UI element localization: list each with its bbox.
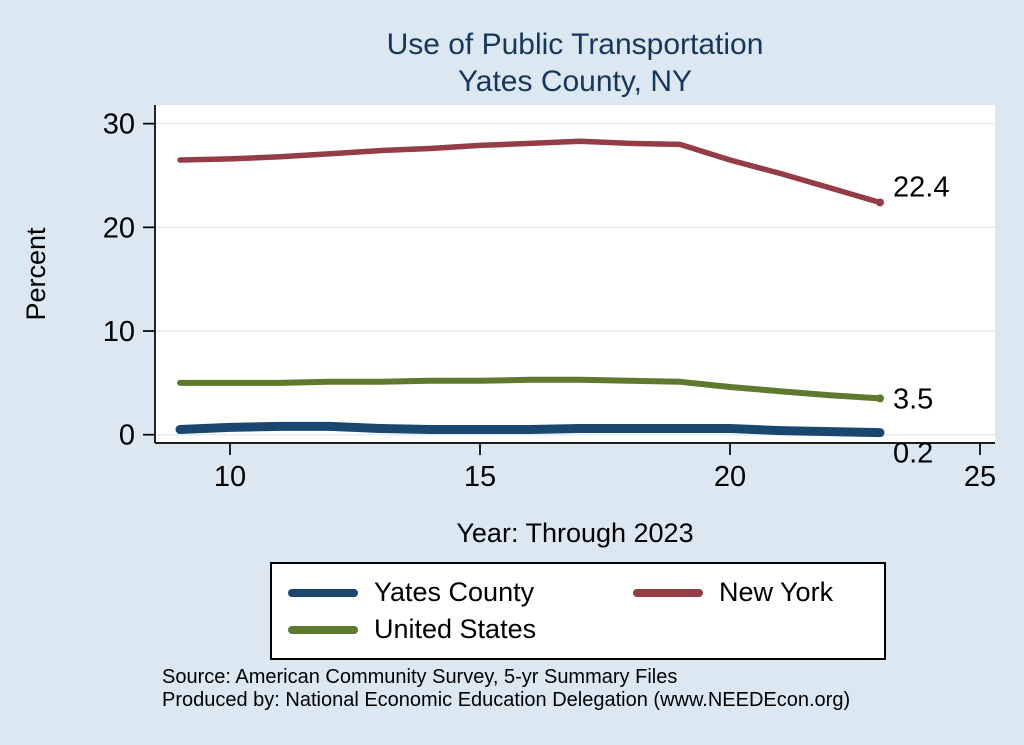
line-yates-county bbox=[175, 421, 885, 438]
x-tick-label: 20 bbox=[714, 461, 746, 493]
chart-title-line2: Yates County, NY bbox=[458, 65, 692, 98]
end-marker-united-states bbox=[876, 394, 884, 403]
legend-item-new-york: New York bbox=[633, 577, 874, 608]
y-tick-label: 0 bbox=[119, 420, 135, 452]
source-note: Source: American Community Survey, 5-yr … bbox=[162, 666, 850, 712]
source-line1: Source: American Community Survey, 5-yr … bbox=[162, 666, 678, 688]
end-marker-new-york bbox=[876, 198, 884, 207]
y-tick-label: 10 bbox=[103, 316, 135, 348]
line-new-york bbox=[177, 138, 883, 206]
line-united-states bbox=[177, 376, 883, 402]
plot-area: 0 10 20 30 10 15 20 25 0.2 22.4 3.5 bbox=[103, 105, 996, 493]
source-line2: Produced by: National Economic Education… bbox=[162, 689, 851, 711]
x-tick-label: 10 bbox=[214, 461, 246, 493]
end-label-yates-county: 0.2 bbox=[893, 438, 933, 470]
end-label-new-york: 22.4 bbox=[893, 171, 949, 203]
legend-swatch-united-states bbox=[288, 625, 358, 634]
chart-title-line1: Use of Public Transportation bbox=[386, 28, 764, 61]
chart-title: Use of Public Transportation Yates Count… bbox=[155, 26, 995, 100]
x-axis-label: Year: Through 2023 bbox=[456, 518, 693, 548]
legend-swatch-yates-county bbox=[288, 588, 358, 597]
legend-label-yates-county: Yates County bbox=[374, 577, 535, 607]
legend-item-yates-county: Yates County bbox=[288, 577, 633, 608]
y-tick-label: 30 bbox=[103, 109, 135, 141]
y-tick-label: 20 bbox=[103, 212, 135, 244]
x-tick-label: 15 bbox=[464, 461, 496, 493]
legend-item-united-states: United States bbox=[288, 614, 633, 645]
legend-swatch-new-york bbox=[633, 588, 703, 597]
y-axis-label: Percent bbox=[21, 227, 51, 321]
legend-label-new-york: New York bbox=[719, 577, 834, 607]
end-label-united-states: 3.5 bbox=[893, 383, 933, 415]
legend: Yates County New York United States bbox=[270, 562, 886, 660]
legend-label-united-states: United States bbox=[374, 614, 537, 644]
end-marker-yates-county bbox=[876, 428, 884, 437]
plot-background bbox=[155, 105, 995, 443]
x-tick-label: 25 bbox=[964, 461, 996, 493]
